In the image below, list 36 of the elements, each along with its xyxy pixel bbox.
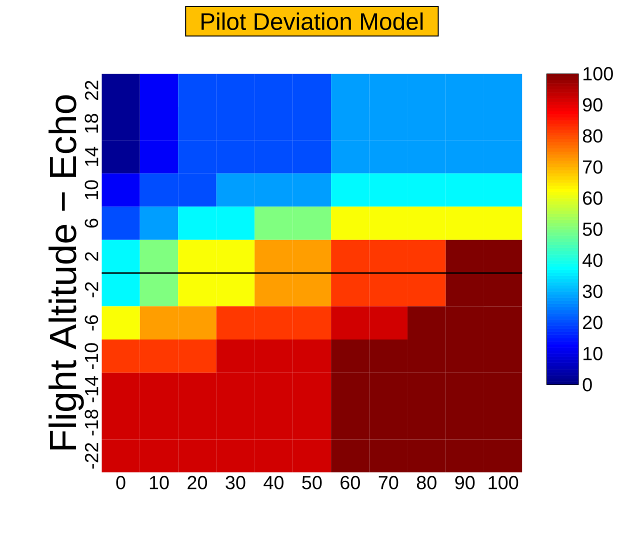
y-tick-label: -18 — [84, 410, 98, 436]
x-tick-label: 30 — [226, 476, 246, 490]
color-bar-label: 30 — [582, 284, 602, 298]
color-bar-label: 60 — [583, 191, 602, 205]
y-tick-label: 10 — [84, 180, 98, 200]
color-bar-label: 50 — [582, 222, 602, 236]
y-axis-title: Flight Altitude − Echo — [48, 95, 84, 450]
y-tick-label: -2 — [84, 282, 98, 298]
color-bar-label: 0 — [582, 378, 592, 392]
x-tick-label: 70 — [378, 476, 398, 490]
y-tick-label: -6 — [84, 315, 98, 330]
y-tick-label: -14 — [85, 376, 98, 402]
y-tick-label: 6 — [84, 218, 98, 228]
color-bar-label: 70 — [583, 160, 602, 174]
x-tick-label: 80 — [416, 476, 436, 490]
x-tick-label: 60 — [340, 476, 360, 490]
color-bar-label: 10 — [584, 346, 602, 360]
color-bar-label: 90 — [582, 98, 602, 112]
x-tick-label: 100 — [488, 476, 518, 490]
y-tick-label: 18 — [84, 114, 98, 133]
x-tick-label: 10 — [150, 476, 169, 490]
x-tick-label: 0 — [116, 476, 126, 490]
color-bar-label: 20 — [583, 316, 602, 330]
y-tick-label: 22 — [84, 80, 98, 100]
color-bar-label: 100 — [584, 67, 613, 80]
x-tick-label: 90 — [455, 476, 475, 490]
y-tick-label: -22 — [84, 443, 98, 469]
chart-title: Pilot Deviation Model — [202, 12, 423, 30]
y-tick-label: -10 — [84, 343, 98, 369]
x-tick-label: 40 — [264, 476, 284, 490]
color-bar-label: 80 — [582, 129, 602, 143]
y-tick-label: 14 — [85, 146, 98, 166]
x-tick-label: 50 — [302, 476, 322, 490]
y-tick-label: 2 — [84, 252, 98, 261]
x-tick-label: 20 — [188, 476, 208, 490]
color-bar-label: 40 — [582, 254, 602, 267]
